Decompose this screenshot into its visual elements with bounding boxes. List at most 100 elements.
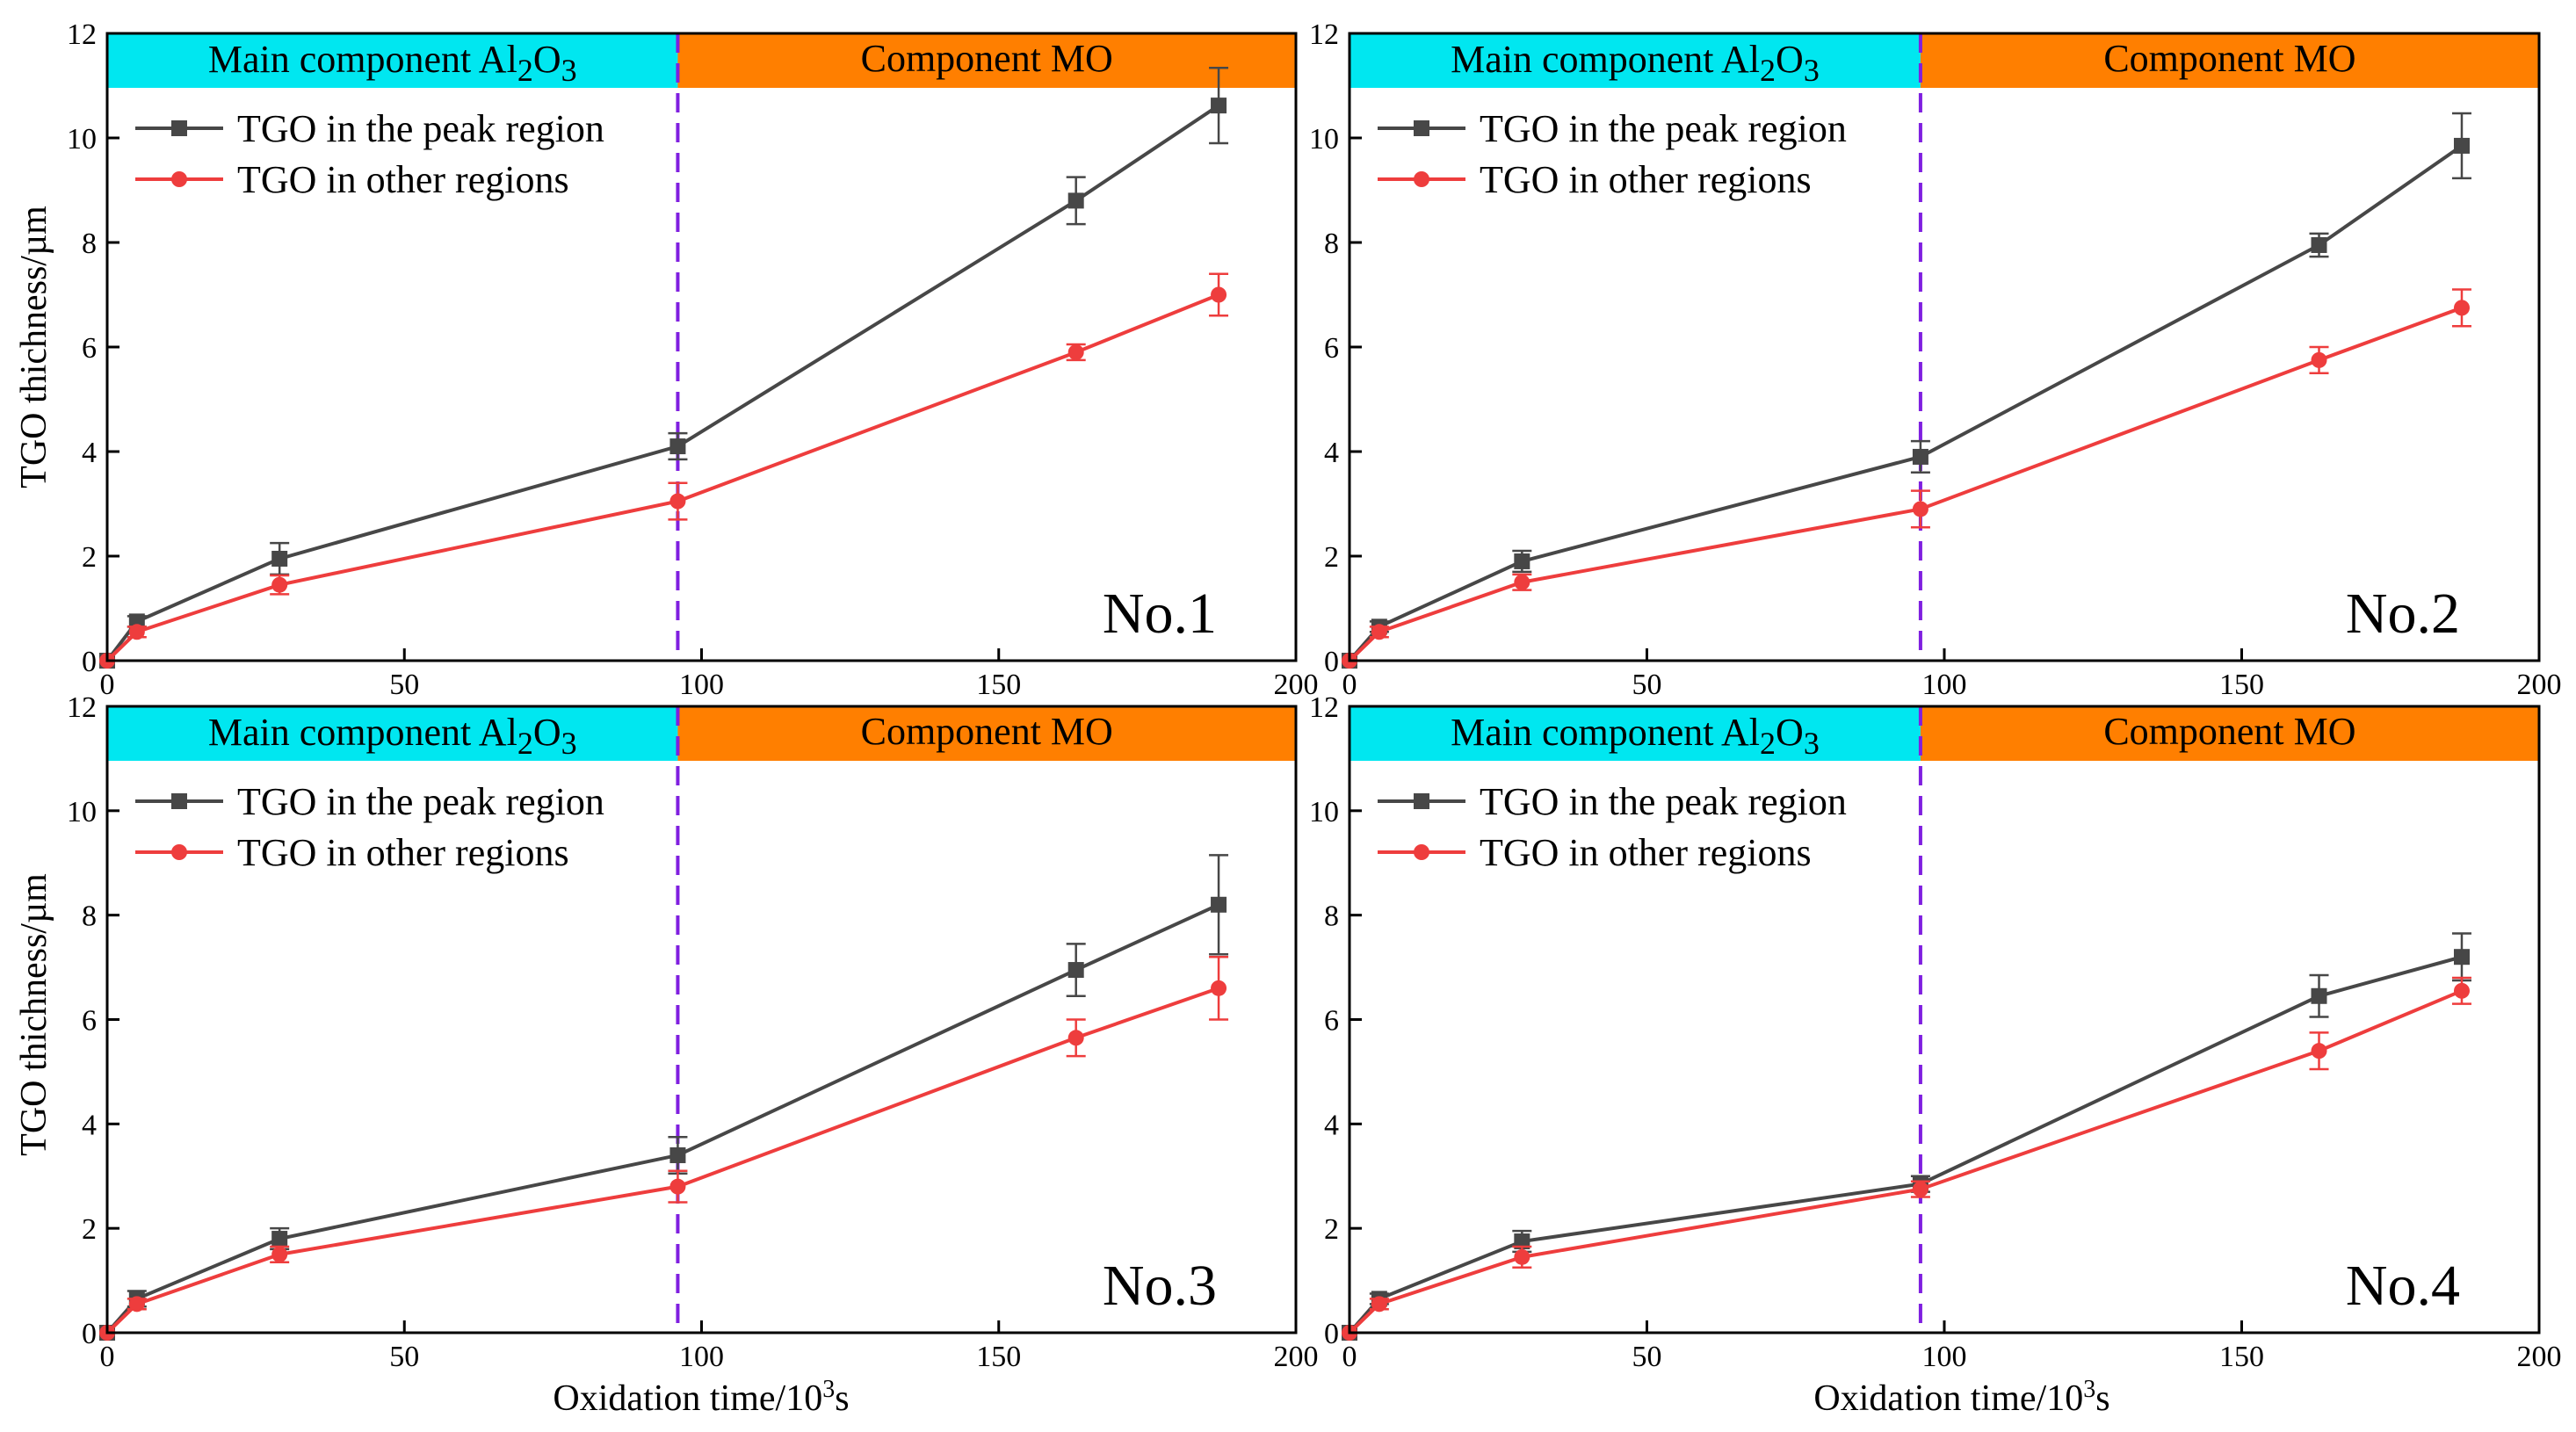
- band-component-mo: [1920, 33, 2539, 88]
- data-point: [2453, 949, 2470, 966]
- series-other: [99, 955, 1229, 1341]
- legend-marker: [171, 793, 187, 809]
- y-tick-label: 4: [1324, 1109, 1339, 1141]
- legend-marker: [1414, 844, 1429, 860]
- data-point: [1514, 574, 1530, 590]
- y-tick-label: 10: [1309, 796, 1339, 828]
- y-tick-label: 2: [1324, 541, 1339, 574]
- chart-panel-2: Main component Al2O3 Component MO TGO in t…: [1309, 18, 2562, 701]
- legend-marker: [171, 844, 187, 860]
- x-tick-label: 0: [100, 669, 115, 701]
- y-tick-label: 8: [1324, 228, 1339, 260]
- band-main-component: [107, 706, 678, 761]
- band-main-component: [1350, 706, 1921, 761]
- data-point: [128, 1296, 145, 1313]
- band-main-component: [107, 33, 678, 88]
- x-tick-label: 0: [1342, 669, 1357, 701]
- series-line: [105, 986, 1219, 1334]
- panel-label: No.3: [1103, 1254, 1217, 1318]
- x-tick-label: 200: [2517, 1341, 2562, 1373]
- y-tick-label: 2: [82, 1213, 97, 1246]
- y-tick-label: 6: [82, 332, 97, 365]
- data-point: [669, 1146, 686, 1163]
- x-tick-label: 50: [1632, 1341, 1662, 1373]
- legend-label: TGO in the peak region: [237, 107, 604, 150]
- legend-label: TGO in the peak region: [1480, 107, 1847, 150]
- chart-panel-3: Main component Al2O3 Component MO TGO in t…: [67, 691, 1319, 1373]
- series-line: [1348, 306, 2463, 662]
- panel-label: No.1: [1103, 582, 1217, 646]
- data-point: [1912, 501, 1928, 517]
- y-tick-label: 0: [1324, 1318, 1339, 1350]
- band-component-mo-label: Component MO: [2103, 37, 2355, 80]
- band-component-mo: [677, 33, 1296, 88]
- chart-panel-1: Main component Al2O3 Component MO TGO in t…: [67, 18, 1319, 701]
- y-tick-label: 6: [1324, 1005, 1339, 1038]
- legend: TGO in the peak region TGO in other regio…: [1378, 780, 1847, 874]
- x-tick-label: 100: [1922, 669, 1967, 701]
- data-point: [669, 493, 686, 510]
- legend-label: TGO in other regions: [1480, 158, 1812, 201]
- data-point: [669, 1178, 686, 1195]
- data-point: [1211, 98, 1227, 114]
- data-point: [1067, 962, 1084, 979]
- y-tick-label: 10: [67, 796, 97, 828]
- x-tick-label: 150: [2219, 1341, 2264, 1373]
- legend-marker: [1414, 793, 1429, 809]
- series-line: [105, 902, 1219, 1334]
- y-tick-label: 12: [1309, 18, 1339, 51]
- data-point: [1211, 980, 1227, 996]
- panel-label: No.2: [2346, 582, 2460, 646]
- data-point: [669, 438, 686, 455]
- data-point: [1912, 1181, 1928, 1197]
- x-tick-label: 150: [976, 669, 1021, 701]
- data-point: [2311, 236, 2327, 253]
- y-tick-label: 6: [1324, 332, 1339, 365]
- y-tick-label: 0: [1324, 646, 1339, 678]
- data-point: [1912, 448, 1928, 465]
- x-tick-label: 50: [389, 1341, 419, 1373]
- band-main-component-label: Main component Al2O3: [208, 38, 577, 88]
- y-axis-title-1: TGO thichness/µm: [14, 206, 54, 488]
- data-point: [1067, 1030, 1084, 1046]
- data-point: [2311, 351, 2327, 368]
- x-tick-label: 100: [679, 669, 724, 701]
- series-other: [99, 272, 1229, 669]
- series-other: [1342, 976, 2471, 1341]
- y-tick-label: 10: [1309, 123, 1339, 155]
- y-tick-label: 2: [82, 541, 97, 574]
- band-main-component: [1350, 33, 1921, 88]
- band-component-mo: [1920, 706, 2539, 761]
- legend-marker: [1414, 171, 1429, 187]
- x-tick-label: 150: [976, 1341, 1021, 1373]
- y-tick-label: 0: [82, 1318, 97, 1350]
- series-line: [1348, 955, 2463, 1334]
- x-tick-label: 50: [389, 669, 419, 701]
- data-point: [128, 624, 145, 640]
- legend-marker: [171, 171, 187, 187]
- y-tick-label: 2: [1324, 1213, 1339, 1246]
- data-point: [1514, 1248, 1530, 1265]
- y-tick-label: 4: [82, 1109, 97, 1141]
- data-point: [1211, 896, 1227, 913]
- data-point: [2453, 300, 2470, 316]
- x-tick-label: 200: [1274, 669, 1319, 701]
- y-tick-label: 12: [67, 691, 97, 724]
- y-tick-label: 8: [82, 228, 97, 260]
- x-tick-label: 100: [1922, 1341, 1967, 1373]
- x-tick-label: 0: [1342, 1341, 1357, 1373]
- y-tick-label: 12: [1309, 691, 1339, 724]
- y-tick-label: 8: [82, 900, 97, 933]
- band-main-component-label: Main component Al2O3: [1451, 38, 1820, 88]
- data-point: [2453, 137, 2470, 154]
- y-axis-title-2: TGO thichness/µm: [14, 873, 54, 1156]
- legend-marker: [1414, 120, 1429, 136]
- data-point: [1371, 624, 1387, 640]
- legend: TGO in the peak region TGO in other regio…: [135, 780, 604, 874]
- legend: TGO in the peak region TGO in other regio…: [135, 107, 604, 201]
- legend-marker: [171, 120, 187, 136]
- y-tick-label: 8: [1324, 900, 1339, 933]
- y-tick-label: 6: [82, 1005, 97, 1038]
- x-tick-label: 200: [2517, 669, 2562, 701]
- panel-label: No.4: [2346, 1254, 2460, 1318]
